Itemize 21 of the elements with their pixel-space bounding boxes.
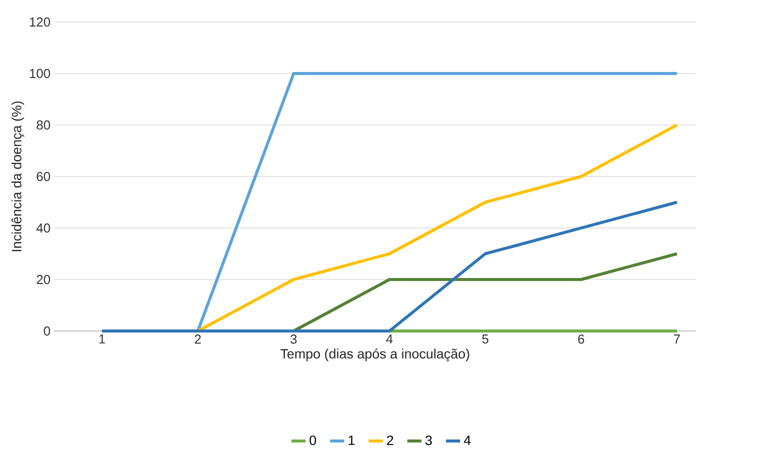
y-tick-label: 60 xyxy=(36,172,50,182)
x-tick-label: 2 xyxy=(194,334,201,344)
y-tick-label: 0 xyxy=(44,326,50,336)
legend-label: 3 xyxy=(425,436,432,446)
legend-label: 0 xyxy=(310,436,316,446)
x-tick-label: 4 xyxy=(386,334,393,344)
legend-label: 1 xyxy=(348,436,355,445)
y-tick-label: 80 xyxy=(36,120,50,130)
x-tick-label: 3 xyxy=(290,334,297,344)
y-tick-label: 20 xyxy=(36,274,50,284)
legend-label: 4 xyxy=(464,436,471,445)
legend-label: 2 xyxy=(387,436,394,445)
x-tick-label: 6 xyxy=(578,334,584,344)
x-axis-title: Tempo (dias após a inoculação) xyxy=(280,348,470,362)
y-tick-label: 40 xyxy=(36,223,50,233)
y-tick-label: 100 xyxy=(30,68,50,78)
x-tick-label: 7 xyxy=(674,334,680,344)
x-tick-label: 5 xyxy=(482,334,488,344)
x-tick-label: 1 xyxy=(99,334,105,344)
y-tick-label: 120 xyxy=(30,17,50,27)
y-axis-title: Incidência da doença (%) xyxy=(11,101,24,252)
